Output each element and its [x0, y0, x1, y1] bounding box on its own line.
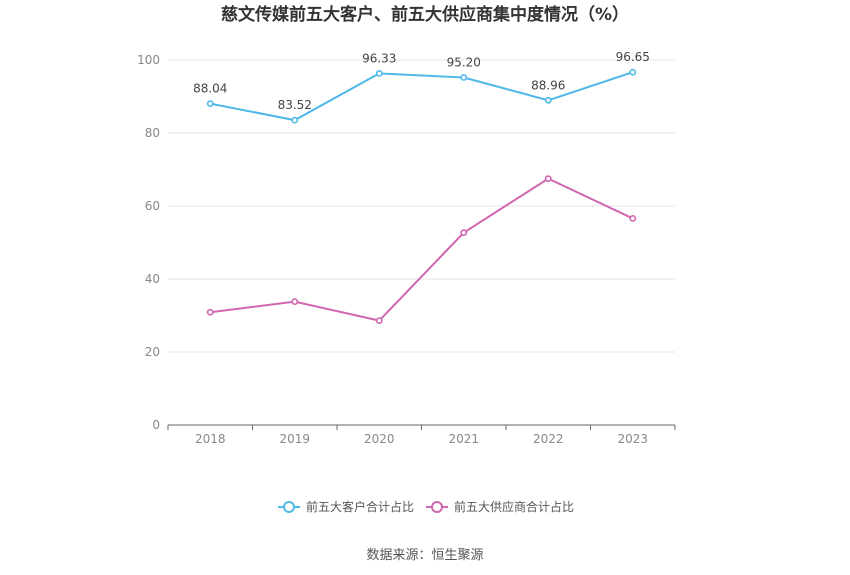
x-tick-label: 2019: [279, 432, 310, 446]
series-2: [206, 175, 637, 325]
y-tick-label: 20: [145, 345, 160, 359]
legend[interactable]: 前五大客户合计占比 前五大供应商合计占比: [278, 499, 574, 514]
y-tick-label: 60: [145, 199, 160, 213]
data-label: 96.33: [362, 51, 396, 65]
data-point[interactable]: [375, 69, 383, 77]
legend-marker-icon: [283, 501, 295, 513]
data-point[interactable]: [206, 100, 214, 108]
data-label: 95.20: [447, 56, 481, 70]
data-point[interactable]: [460, 74, 468, 81]
legend-label: 前五大供应商合计占比: [454, 499, 574, 514]
series-line: [210, 71, 634, 122]
data-point[interactable]: [460, 229, 468, 237]
legend-marker-icon: [431, 501, 443, 513]
source-note: 数据来源：恒生聚源: [366, 548, 483, 563]
legend-item-2[interactable]: 前五大供应商合计占比: [426, 499, 574, 514]
x-axis: 2018 2019 2020 2021 2022 2023: [167, 424, 676, 446]
y-tick-label: 100: [137, 53, 160, 67]
data-point[interactable]: [544, 96, 552, 104]
series-group: 88.04 83.52 96.33 95.20 88.96 96.65: [193, 50, 650, 325]
data-label: 88.96: [531, 78, 565, 92]
grid: [168, 59, 675, 353]
data-point[interactable]: [629, 68, 637, 76]
data-point[interactable]: [206, 308, 214, 316]
legend-label: 前五大客户合计占比: [306, 499, 414, 514]
chart-title: 慈文传媒前五大客户、前五大供应商集中度情况（%）: [221, 4, 629, 25]
y-tick-label: 80: [145, 126, 160, 140]
x-tick-label: 2023: [617, 432, 648, 446]
y-tick-label: 40: [145, 272, 160, 286]
data-point[interactable]: [544, 175, 552, 183]
series-line: [210, 177, 634, 322]
data-point[interactable]: [375, 317, 383, 325]
data-label: 88.04: [193, 82, 227, 96]
y-tick-label: 0: [152, 418, 160, 432]
legend-item-1[interactable]: 前五大客户合计占比: [278, 499, 414, 514]
data-point[interactable]: [291, 298, 299, 306]
y-axis: 0 20 40 60 80 100: [137, 53, 160, 432]
data-point[interactable]: [629, 215, 637, 222]
x-tick-label: 2018: [195, 432, 226, 446]
data-label: 96.65: [616, 50, 650, 64]
x-tick-label: 2022: [533, 432, 564, 446]
series-1: 88.04 83.52 96.33 95.20 88.96 96.65: [193, 50, 650, 124]
x-tick-label: 2021: [448, 432, 479, 446]
data-label: 83.52: [278, 98, 312, 112]
data-point[interactable]: [291, 116, 299, 124]
x-tick-label: 2020: [364, 432, 395, 446]
